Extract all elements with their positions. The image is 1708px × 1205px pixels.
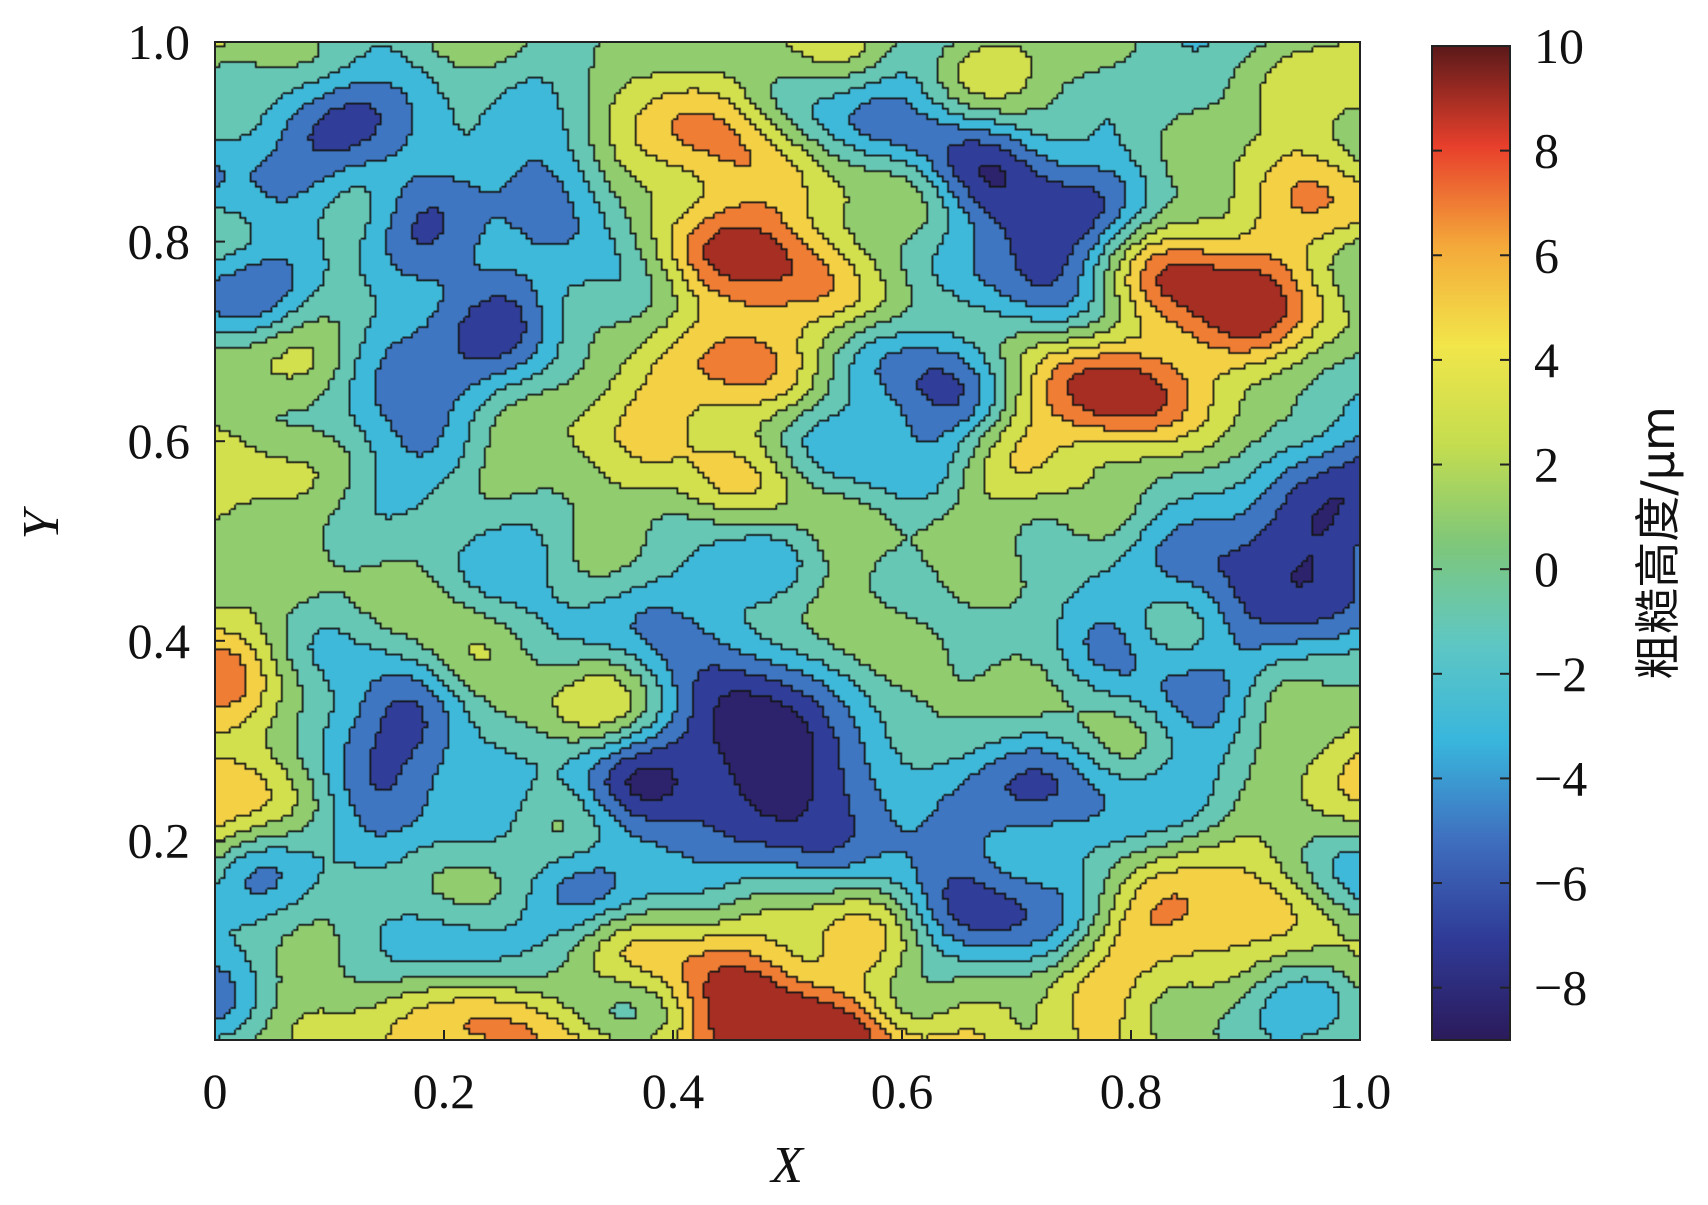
y-tick-label: 1.0 xyxy=(128,14,191,70)
roughness-field xyxy=(215,42,1360,1040)
x-tick-label: 0.6 xyxy=(871,1063,934,1119)
colorbar-ticks: 10 8 6 4 2 0 −2 −4 −6 −8 xyxy=(1432,18,1587,1016)
x-tick-label: 0.4 xyxy=(642,1063,705,1119)
colorbar-title: 粗糙高度/μm xyxy=(1631,406,1685,680)
x-tick-label: 0.2 xyxy=(413,1063,476,1119)
colorbar-tick-label: 2 xyxy=(1534,437,1559,493)
y-axis-title: Y xyxy=(13,505,70,539)
y-tick-label: 0.6 xyxy=(128,413,191,469)
x-tick-label: 0.8 xyxy=(1100,1063,1163,1119)
x-axis-title: X xyxy=(769,1137,805,1194)
contour-plot xyxy=(215,42,1360,1040)
colorbar-tick-label: −8 xyxy=(1534,960,1587,1016)
y-tick-label: 0.8 xyxy=(128,214,191,270)
colorbar-tick-label: −2 xyxy=(1534,646,1587,702)
colorbar: 10 8 6 4 2 0 −2 −4 −6 −8 粗糙高度/μm xyxy=(1431,18,1685,1041)
colorbar-tick-label: 10 xyxy=(1534,18,1584,74)
x-tick-label: 1.0 xyxy=(1329,1063,1392,1119)
y-tick-label: 0.2 xyxy=(128,812,191,868)
colorbar-frame xyxy=(1431,45,1511,1041)
y-tick-label: 0.4 xyxy=(128,613,191,669)
colorbar-gradient xyxy=(1432,46,1510,1040)
colorbar-tick-label: 6 xyxy=(1534,227,1559,283)
colorbar-tick-label: 0 xyxy=(1534,541,1559,597)
colorbar-tick-label: −6 xyxy=(1534,855,1587,911)
x-axis-ticks: 0 0.2 0.4 0.6 0.8 1.0 xyxy=(203,1030,1392,1119)
colorbar-tick-label: −4 xyxy=(1534,750,1587,806)
x-tick-label: 0 xyxy=(203,1063,228,1119)
colorbar-tick-label: 8 xyxy=(1534,123,1559,179)
y-axis-ticks: 0.2 0.4 0.6 0.8 1.0 xyxy=(128,14,225,868)
plot-frame xyxy=(214,41,1361,1041)
colorbar-tick-label: 4 xyxy=(1534,332,1559,388)
